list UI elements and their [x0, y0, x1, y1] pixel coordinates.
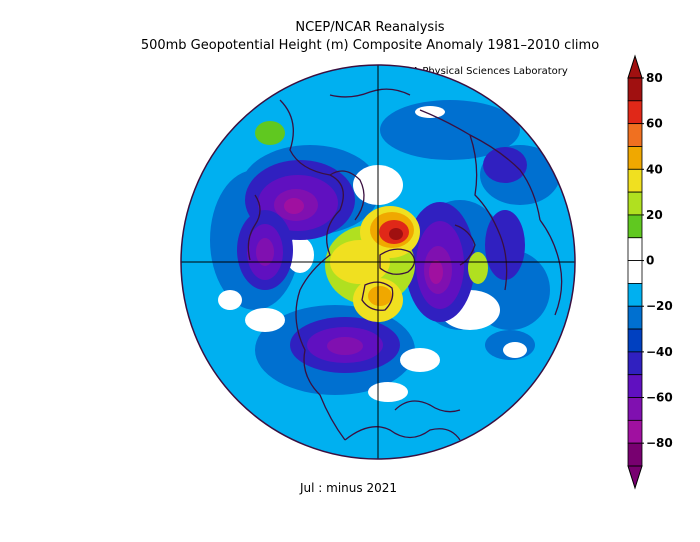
colorbar: 80 60 40 20 0 −20 −40 −60 −80: [627, 54, 673, 490]
colorbar-label: 40: [646, 162, 663, 176]
colorbar-swatch: [627, 237, 643, 261]
map-border: [180, 64, 576, 460]
colorbar-swatch: [627, 191, 643, 216]
colorbar-swatch: [627, 168, 643, 193]
coastlines: [247, 88, 563, 441]
colorbar-swatch: [627, 283, 643, 307]
colorbar-arrow-top: [627, 54, 643, 79]
colorbar-label: 20: [646, 208, 663, 222]
credit-label: NOAA Physical Sciences Laboratory: [390, 66, 568, 77]
colorbar-swatch: [627, 419, 643, 444]
colorbar-swatch: [627, 123, 643, 147]
title-line-2: 500mb Geopotential Height (m) Composite …: [140, 38, 600, 53]
colorbar-swatch: [627, 351, 643, 376]
colorbar-label: −20: [646, 299, 673, 313]
colorbar-label: 80: [646, 71, 663, 85]
colorbar-label: −40: [646, 345, 673, 359]
colorbar-swatch: [627, 214, 643, 239]
colorbar-swatch: [627, 397, 643, 421]
colorbar-label: 0: [646, 254, 654, 268]
title-line-1: NCEP/NCAR Reanalysis: [295, 20, 445, 35]
footer-label: Jul : minus 2021: [300, 481, 397, 495]
colorbar-swatch: [627, 77, 643, 102]
colorbar-swatch: [627, 374, 643, 398]
colorbar-label: −60: [646, 391, 673, 405]
colorbar-swatch: [627, 260, 643, 284]
colorbar-label: 60: [646, 117, 663, 131]
colorbar-swatch: [627, 100, 643, 125]
colorbar-swatch: [627, 305, 643, 330]
colorbar-arrow-bottom: [627, 465, 643, 490]
colorbar-swatch: [627, 442, 643, 467]
colorbar-swatch: [627, 328, 643, 353]
colorbar-swatch: [627, 146, 643, 170]
colorbar-label: −80: [646, 436, 673, 450]
